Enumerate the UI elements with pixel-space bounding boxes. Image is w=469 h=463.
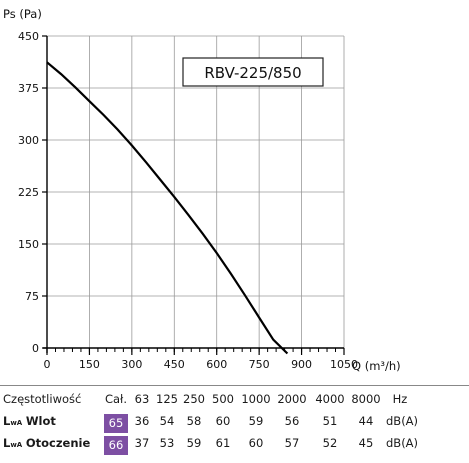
header-4000: 4000 <box>315 392 345 406</box>
chart-grid <box>47 35 345 348</box>
row-name: Otoczenie <box>25 436 91 450</box>
value-63: 37 <box>134 436 150 450</box>
value-4000: 51 <box>322 414 338 428</box>
value-500: 60 <box>215 414 231 428</box>
x-tick-label: 0 <box>44 358 51 371</box>
value-125: 53 <box>159 436 175 450</box>
value-250: 58 <box>186 414 202 428</box>
fan-performance-chart: 0 150 300 450 600 750 900 1050 0 75 150 225 300 375 45… <box>3 7 401 373</box>
value-4000: 52 <box>322 436 338 450</box>
value-250: 59 <box>186 436 202 450</box>
y-tick-label: 75 <box>25 290 39 303</box>
chart-title: RBV-225/850 <box>204 64 301 82</box>
x-tick-label: 300 <box>121 358 142 371</box>
row-symbol: L <box>3 414 11 428</box>
header-1000: 1000 <box>241 392 271 406</box>
value-1000: 59 <box>248 414 264 428</box>
unit: dB(A) <box>386 436 419 450</box>
y-tick-label: 300 <box>18 134 39 147</box>
x-tick-label: 450 <box>164 358 185 371</box>
y-tick-label: 375 <box>18 82 39 95</box>
row-symbol: L <box>3 436 11 450</box>
header-8000: 8000 <box>351 392 381 406</box>
x-tick-label: 150 <box>79 358 100 371</box>
header-total: Cał. <box>104 392 127 406</box>
chart-ticks: 0 150 300 450 600 750 900 1050 0 75 150 225 300 375 45… <box>18 30 358 371</box>
unit: dB(A) <box>386 414 419 428</box>
header-frequency: Częstotliwość <box>3 392 82 406</box>
y-tick-label: 450 <box>18 30 39 43</box>
value-8000: 45 <box>358 436 374 450</box>
row-symbol-sub: wA <box>10 419 23 427</box>
y-tick-label: 225 <box>18 186 39 199</box>
header-500: 500 <box>212 392 234 406</box>
y-tick-label: 150 <box>18 238 39 251</box>
value-1000: 60 <box>248 436 264 450</box>
table-row-surroundings: LwA Otoczenie 66 37 53 59 61 60 57 52 45… <box>0 436 469 455</box>
value-500: 61 <box>215 436 231 450</box>
header-63: 63 <box>134 392 150 406</box>
row-label-surroundings: LwA Otoczenie <box>3 436 90 450</box>
total-badge: 65 <box>104 414 128 433</box>
value-63: 36 <box>134 414 150 428</box>
noise-table: Częstotliwość Cał. 63 125 250 500 1000 2… <box>0 385 469 457</box>
value-2000: 56 <box>284 414 300 428</box>
row-symbol-sub: wA <box>10 441 23 449</box>
x-tick-label: 600 <box>206 358 227 371</box>
table-top-rule <box>0 385 469 386</box>
x-tick-label: 750 <box>249 358 270 371</box>
header-hz: Hz <box>392 392 408 406</box>
row-name: Wlot <box>25 414 56 428</box>
x-tick-label: 900 <box>291 358 312 371</box>
table-header-row: Częstotliwość Cał. 63 125 250 500 1000 2… <box>0 392 469 408</box>
model-label-box: RBV-225/850 <box>182 57 324 87</box>
y-axis-label: Ps (Pa) <box>3 7 42 21</box>
value-8000: 44 <box>358 414 374 428</box>
header-125: 125 <box>156 392 178 406</box>
value-2000: 57 <box>284 436 300 450</box>
performance-curve <box>46 61 289 355</box>
x-tick-label: 1050 <box>330 358 358 371</box>
value-125: 54 <box>159 414 175 428</box>
x-axis-label: Q (m³/h) <box>352 359 401 373</box>
chart-axes <box>43 36 344 353</box>
row-label-inlet: LwA Wlot <box>3 414 56 428</box>
y-tick-label: 0 <box>32 342 39 355</box>
header-2000: 2000 <box>277 392 307 406</box>
header-250: 250 <box>183 392 205 406</box>
total-badge: 66 <box>104 436 128 455</box>
table-row-inlet: LwA Wlot 65 36 54 58 60 59 56 51 44 dB(A… <box>0 414 469 433</box>
